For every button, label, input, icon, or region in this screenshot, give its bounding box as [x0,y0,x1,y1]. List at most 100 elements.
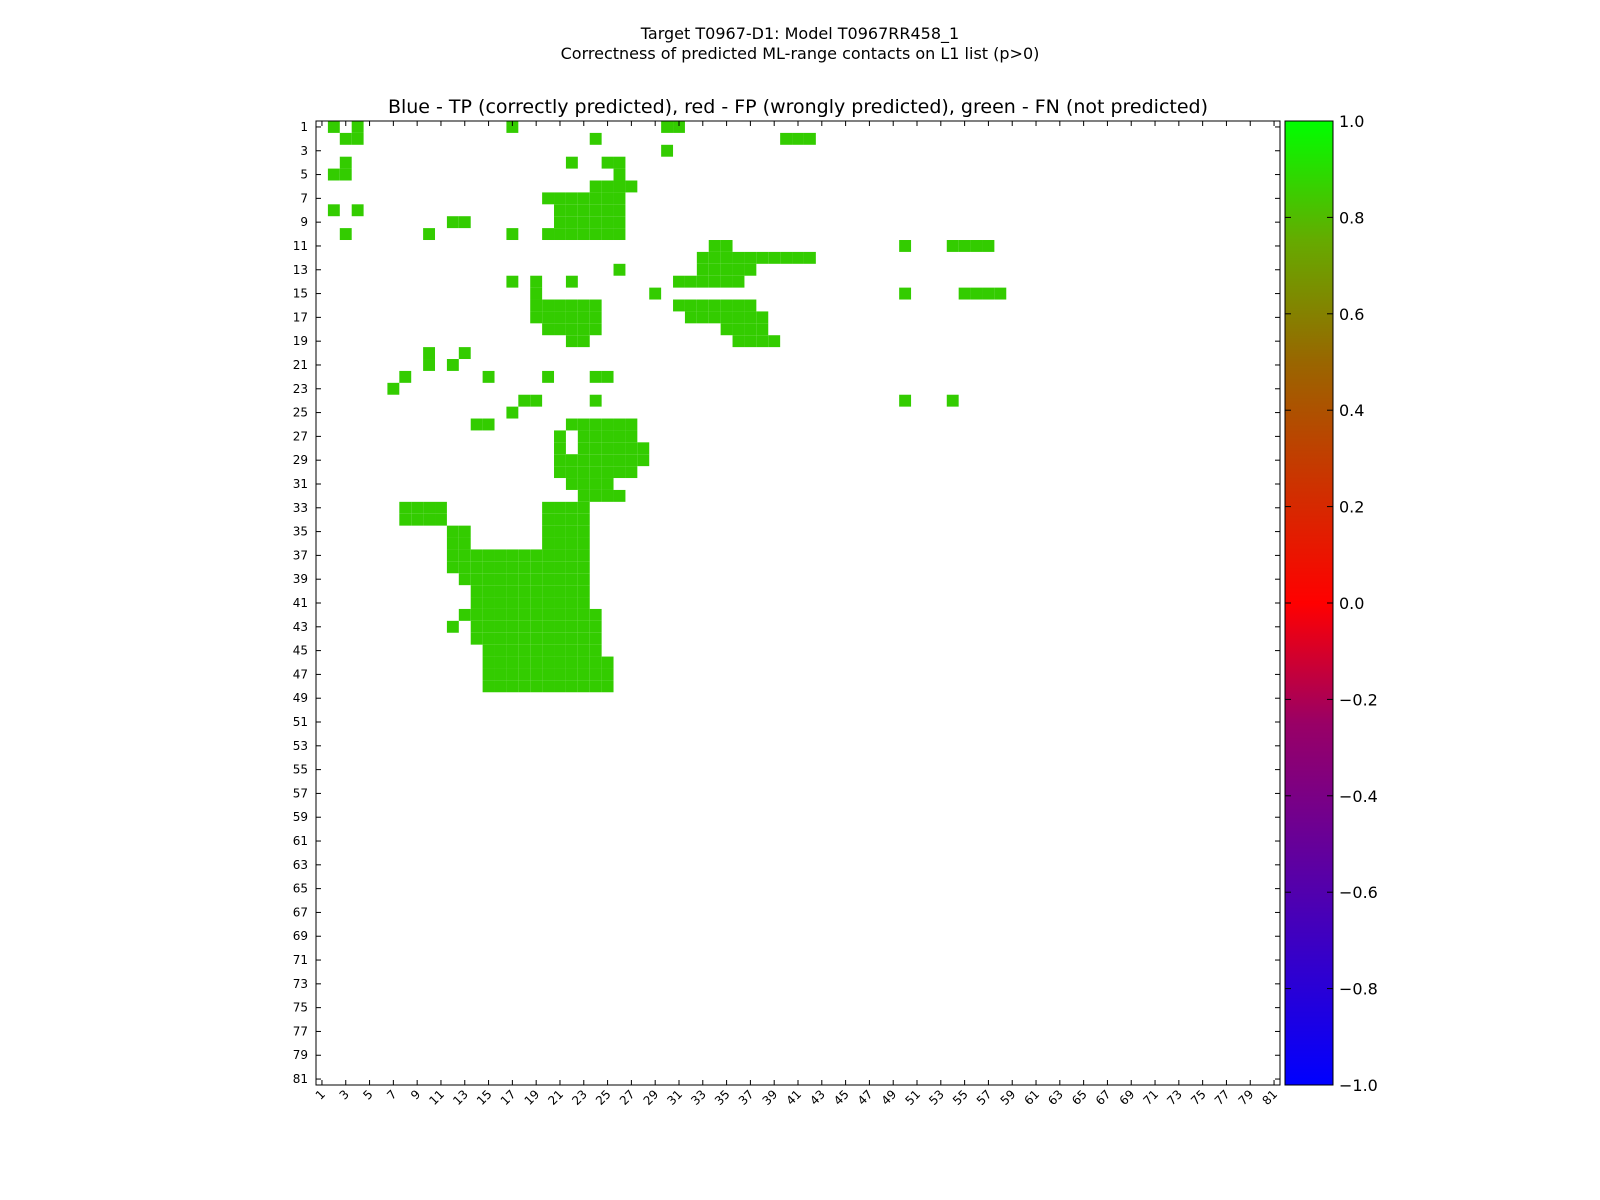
cell-fn [399,370,412,383]
cell-fn [613,430,626,443]
cell-fn [613,454,626,467]
cell-fn [958,287,971,300]
cell-fn [577,585,590,598]
cell-fn [554,620,566,633]
cell-fn [458,347,471,360]
cell-fn [601,430,614,443]
y-tick-label: 7 [300,191,308,205]
x-tick-label: 75 [1188,1087,1209,1108]
cell-fn [482,656,495,669]
cell-fn [601,228,614,241]
cell-fn [482,585,495,598]
cell-fn [494,573,507,586]
cell-fn [423,347,436,360]
cell-fn [673,275,685,288]
cell-fn [458,216,471,229]
cell-fn [554,192,566,205]
heatmap-plot-area [316,121,1280,1085]
cell-fn [530,561,543,574]
cell-fn [625,466,638,479]
cell-fn [494,585,507,598]
y-tick-label: 9 [300,215,308,229]
cell-fn [399,501,412,514]
cell-fn [565,478,578,490]
x-tick-label: 13 [450,1087,471,1108]
cell-fn [506,549,519,562]
cell-fn [720,323,733,336]
cell-fn [732,335,745,348]
cell-fn [506,597,519,609]
cell-fn [554,585,566,598]
cell-fn [565,597,578,609]
cell-fn [554,454,566,467]
cell-fn [684,299,697,312]
cell-fn [756,323,769,336]
x-tick-label: 9 [408,1087,423,1102]
cell-fn [542,608,555,621]
cell-fn [613,418,626,431]
cell-fn [601,656,614,669]
cell-fn [577,204,590,217]
cell-fn [601,680,614,693]
cell-fn [946,240,959,252]
y-tick-label: 11 [293,239,308,253]
cell-fn [518,656,531,669]
cell-fn [542,192,555,205]
cell-fn [565,204,578,217]
cell-fn [649,287,662,300]
cell-fn [708,240,721,252]
cell-fn [577,323,590,336]
y-tick-label: 1 [300,120,308,134]
cell-fn [601,192,614,205]
x-tick-label: 49 [879,1087,900,1108]
y-tick-label: 21 [293,358,308,372]
cell-fn [684,275,697,288]
cell-fn [565,608,578,621]
cell-fn [506,573,519,586]
chart-title: Blue - TP (correctly predicted), red - F… [387,96,1209,118]
cell-fn [518,549,531,562]
cell-fn [768,335,781,348]
y-tick-label: 45 [293,644,308,658]
cell-fn [589,394,602,407]
cell-fn [708,299,721,312]
cell-fn [530,275,543,288]
cell-fn [482,573,495,586]
cell-fn [506,668,519,681]
cell-fn [506,620,519,633]
cell-fn [577,597,590,609]
cell-fn [530,632,543,645]
cell-fn [577,489,590,502]
x-tick-label: 5 [360,1087,375,1102]
y-tick-label: 69 [293,929,308,943]
y-tick-label: 73 [293,977,308,991]
cell-fn [744,311,757,324]
cell-fn [744,299,757,312]
cell-fn [577,656,590,669]
cell-fn [708,275,721,288]
cell-fn [577,228,590,241]
cell-fn [482,632,495,645]
cell-fn [542,620,555,633]
cell-fn [554,608,566,621]
cell-fn [577,430,590,443]
cell-fn [554,549,566,562]
cell-fn [625,442,638,455]
cell-fn [613,228,626,241]
cell-fn [530,656,543,669]
cell-fn [470,418,483,431]
colorbar-tick-label: −0.8 [1339,980,1378,999]
cell-fn [613,180,626,193]
cell-fn [554,216,566,229]
x-tick-label: 11 [426,1087,447,1108]
y-tick-label: 35 [293,525,308,539]
cell-fn [554,204,566,217]
cell-fn [446,216,459,229]
cell-fn [577,608,590,621]
y-tick-label: 65 [293,882,308,896]
cell-fn [601,668,614,681]
cell-fn [565,156,578,169]
cell-fn [613,216,626,229]
cell-fn [565,561,578,574]
x-tick-label: 39 [760,1087,781,1108]
